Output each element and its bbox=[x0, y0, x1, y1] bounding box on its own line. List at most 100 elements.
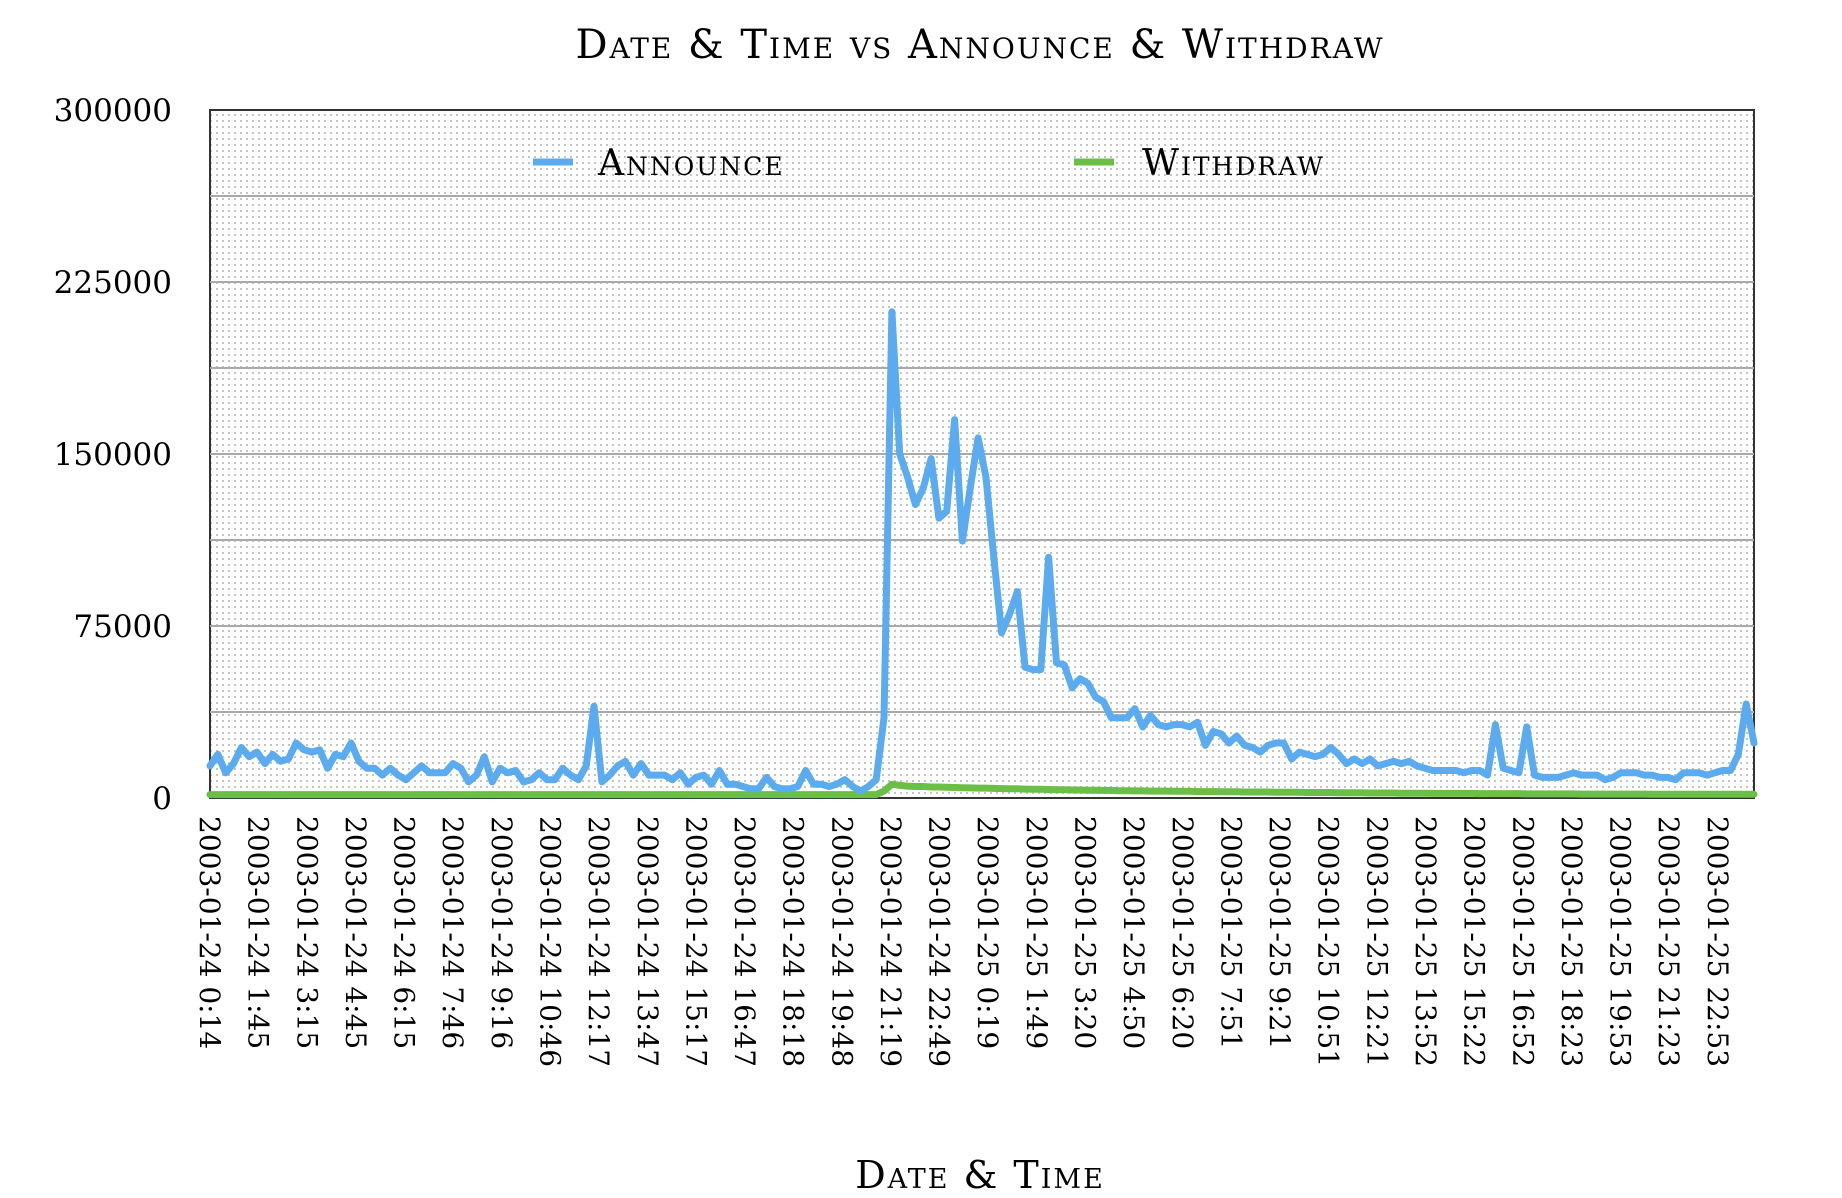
data-point bbox=[1487, 793, 1488, 795]
data-point bbox=[617, 794, 619, 796]
data-point bbox=[1714, 793, 1716, 795]
data-point bbox=[1408, 760, 1410, 762]
data-point bbox=[946, 510, 948, 512]
data-point bbox=[985, 787, 987, 789]
data-point bbox=[1314, 792, 1316, 793]
data-point bbox=[491, 794, 493, 796]
data-point bbox=[538, 794, 540, 796]
data-point bbox=[867, 794, 869, 796]
data-point bbox=[421, 794, 423, 796]
data-point bbox=[1549, 776, 1551, 778]
data-point bbox=[758, 788, 760, 790]
data-point bbox=[280, 760, 281, 762]
data-point bbox=[1745, 793, 1747, 795]
data-point bbox=[1008, 788, 1010, 790]
data-point bbox=[248, 756, 250, 758]
data-point bbox=[1087, 682, 1089, 684]
data-point bbox=[397, 794, 399, 796]
data-point bbox=[256, 794, 258, 796]
data-point bbox=[1377, 792, 1379, 794]
data-point bbox=[922, 786, 924, 787]
data-point bbox=[711, 794, 713, 796]
data-point bbox=[436, 772, 438, 774]
data-point bbox=[1134, 708, 1136, 710]
data-point bbox=[914, 504, 916, 505]
data-point bbox=[1056, 789, 1057, 791]
data-point bbox=[766, 776, 767, 778]
data-point bbox=[671, 794, 673, 796]
data-point bbox=[350, 742, 352, 744]
x-tick-label: 2003-01-25 0:19 bbox=[971, 816, 1004, 1049]
x-tick-label: 2003-01-24 4:45 bbox=[339, 816, 372, 1049]
data-point bbox=[530, 794, 532, 796]
data-point bbox=[954, 787, 956, 788]
data-point bbox=[1322, 792, 1324, 793]
x-tick-label: 2003-01-25 13:52 bbox=[1409, 816, 1442, 1067]
data-point bbox=[836, 783, 838, 785]
series-withdraw bbox=[206, 780, 1758, 799]
data-point bbox=[1361, 792, 1363, 794]
data-point bbox=[538, 772, 540, 774]
x-tick-label: 2003-01-24 13:47 bbox=[631, 816, 664, 1067]
data-point bbox=[1063, 664, 1065, 666]
data-point bbox=[1385, 763, 1387, 765]
data-point bbox=[287, 794, 289, 796]
data-point bbox=[1549, 793, 1551, 795]
y-tick-label: 150000 bbox=[54, 437, 172, 473]
data-point bbox=[1040, 669, 1042, 671]
data-point bbox=[1502, 793, 1504, 795]
data-point bbox=[726, 783, 728, 785]
data-point bbox=[1118, 790, 1120, 792]
data-point bbox=[436, 794, 438, 796]
data-point bbox=[1479, 770, 1481, 771]
data-point bbox=[1455, 770, 1457, 771]
data-point bbox=[546, 794, 548, 796]
data-point bbox=[1244, 791, 1246, 793]
data-point bbox=[287, 758, 289, 760]
x-tick-label: 2003-01-24 19:48 bbox=[825, 816, 858, 1067]
data-point bbox=[1635, 772, 1637, 774]
data-point bbox=[1063, 789, 1065, 791]
data-point bbox=[1487, 774, 1488, 776]
data-point bbox=[327, 794, 329, 796]
data-point bbox=[1447, 792, 1449, 794]
data-point bbox=[468, 781, 470, 783]
data-point bbox=[342, 794, 344, 796]
data-point bbox=[1236, 735, 1238, 737]
data-point bbox=[695, 794, 697, 796]
data-point bbox=[1416, 792, 1418, 794]
data-point bbox=[491, 781, 493, 783]
data-point bbox=[1683, 793, 1684, 795]
data-point bbox=[1291, 791, 1293, 793]
data-point bbox=[1424, 767, 1426, 769]
data-point bbox=[1220, 791, 1222, 793]
data-point bbox=[1032, 669, 1034, 671]
legend-label: Withdraw bbox=[1142, 143, 1325, 184]
x-tick-label: 2003-01-25 7:51 bbox=[1214, 816, 1247, 1049]
data-point bbox=[624, 760, 626, 762]
data-point bbox=[1095, 789, 1097, 791]
data-point bbox=[1330, 792, 1332, 793]
x-tick-label: 2003-01-24 9:16 bbox=[485, 816, 518, 1049]
data-point bbox=[1283, 742, 1285, 744]
data-point bbox=[1001, 632, 1003, 634]
data-point bbox=[954, 419, 956, 421]
data-point bbox=[1667, 776, 1669, 778]
data-point bbox=[656, 794, 658, 796]
data-point bbox=[1628, 772, 1630, 774]
data-point bbox=[1440, 770, 1441, 771]
data-point bbox=[1024, 788, 1026, 790]
data-point bbox=[813, 783, 814, 785]
data-point bbox=[1730, 793, 1731, 795]
data-point bbox=[758, 794, 760, 796]
x-tick-label: 2003-01-24 12:17 bbox=[582, 816, 615, 1067]
data-point bbox=[1071, 789, 1073, 791]
data-point bbox=[1165, 790, 1167, 792]
data-point bbox=[1565, 793, 1567, 795]
data-point bbox=[624, 794, 626, 796]
data-point bbox=[1134, 790, 1136, 792]
data-point bbox=[664, 774, 666, 776]
data-point bbox=[1573, 793, 1575, 795]
data-point bbox=[1220, 733, 1222, 735]
data-point bbox=[938, 517, 940, 519]
